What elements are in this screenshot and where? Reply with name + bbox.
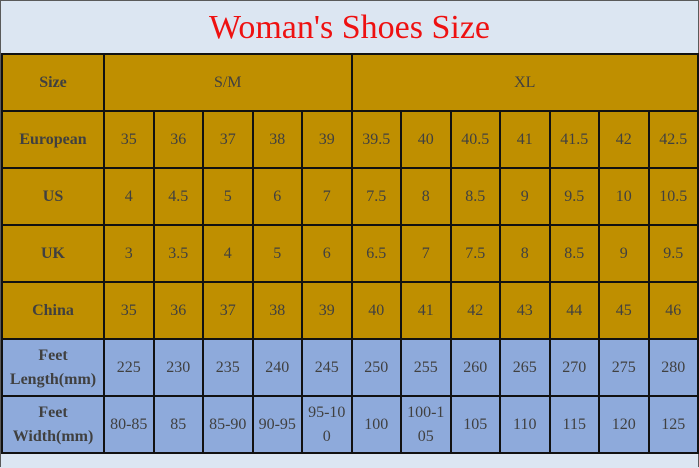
table-cell: 10 [598,167,650,226]
table-cell: 8.5 [548,224,600,283]
table-cell: 85 [152,395,204,454]
table-cell: 41.5 [548,110,600,169]
table-cell: 42 [449,281,501,340]
table-cell: 41 [400,281,452,340]
table-cell: 5 [251,224,303,283]
table-cell: 9.5 [548,167,600,226]
table-cell: 39 [301,281,353,340]
table-cell: 100 [350,395,402,454]
table-cell: 6 [251,167,303,226]
table-row: European 35 36 37 38 39 39.5 40 40.5 41 41.5 42 42.5 [1,110,699,169]
table-cell: 38 [251,281,303,340]
table-row: US 4 4.5 5 6 7 7.5 8 8.5 9 9.5 10 10.5 [1,167,699,226]
table-cell: 40 [350,281,402,340]
table-cell: 255 [400,338,452,397]
table-cell: 41 [499,110,551,169]
header-row: Size S/M XL [1,53,699,112]
row-label-line1: Feet [38,403,68,421]
row-label: US [1,167,105,226]
table-cell: 7 [400,224,452,283]
table-cell: 45 [598,281,650,340]
table-cell: 4 [103,167,155,226]
table-cell: 240 [251,338,303,397]
table-cell: 110 [499,395,551,454]
table-cell: 42.5 [647,110,699,169]
table-cell: 37 [202,281,254,340]
table-cell: 6 [301,224,353,283]
size-table: Size S/M XL European 35 36 37 38 39 39.5 40 40.5… [1,53,699,454]
row-label-line2: Width(mm) [12,427,94,445]
table-cell: 42 [598,110,650,169]
group-sm: S/M [103,53,353,112]
table-cell: 225 [103,338,155,397]
table-cell: 275 [598,338,650,397]
row-label-line2: Length(mm) [9,370,97,388]
table-cell: 8.5 [449,167,501,226]
table-cell: 80-85 [103,395,155,454]
row-label: Feet Length(mm) [1,338,105,397]
table-row: Feet Length(mm) 225 230 235 240 245 250 255 260 26… [1,338,699,397]
table-cell: 43 [499,281,551,340]
table-cell: 40 [400,110,452,169]
table-cell: 235 [202,338,254,397]
table-cell: 100-1 05 [400,395,452,454]
table-cell: 5 [202,167,254,226]
table-cell: 37 [202,110,254,169]
table-cell: 105 [449,395,501,454]
table-cell: 7.5 [350,167,402,226]
table-cell: 120 [598,395,650,454]
table-cell: 280 [647,338,699,397]
group-xl: XL [350,53,699,112]
header-label: Size [1,53,105,112]
table-cell: 40.5 [449,110,501,169]
table-cell: 3.5 [152,224,204,283]
table-row: Feet Width(mm) 80-85 85 85-90 90-95 95-10 0 100 1… [1,395,699,454]
table-cell: 4 [202,224,254,283]
row-label: European [1,110,105,169]
table-cell: 39 [301,110,353,169]
table-cell: 44 [548,281,600,340]
table-cell: 38 [251,110,303,169]
table-cell: 8 [499,224,551,283]
row-label: China [1,281,105,340]
page-title: Woman's Shoes Size [208,9,491,46]
table-cell: 36 [152,281,204,340]
table-row: China 35 36 37 38 39 40 41 42 43 44 45 46 [1,281,699,340]
table-cell: 260 [449,338,501,397]
table-cell: 270 [548,338,600,397]
table-cell: 3 [103,224,155,283]
table-cell: 245 [301,338,353,397]
table-cell: 9 [499,167,551,226]
table-cell: 95-10 0 [301,395,353,454]
table-cell: 115 [548,395,600,454]
table-cell: 10.5 [647,167,699,226]
table-cell: 39.5 [350,110,402,169]
row-label-line1: Feet [38,346,68,364]
table-cell: 8 [400,167,452,226]
table-cell: 36 [152,110,204,169]
row-label: UK [1,224,105,283]
table-cell: 9.5 [647,224,699,283]
table-cell: 6.5 [350,224,402,283]
table-cell: 46 [647,281,699,340]
table-cell: 265 [499,338,551,397]
row-label: Feet Width(mm) [1,395,105,454]
table-cell: 9 [598,224,650,283]
table-cell: 35 [103,110,155,169]
table-cell: 85-90 [202,395,254,454]
table-cell: 125 [647,395,699,454]
table-cell: 90-95 [251,395,303,454]
table-cell: 230 [152,338,204,397]
table-row: UK 3 3.5 4 5 6 6.5 7 7.5 8 8.5 9 9.5 [1,224,699,283]
table-cell: 7.5 [449,224,501,283]
table-cell: 35 [103,281,155,340]
table-cell: 4.5 [152,167,204,226]
table-cell: 250 [350,338,402,397]
table-cell: 7 [301,167,353,226]
